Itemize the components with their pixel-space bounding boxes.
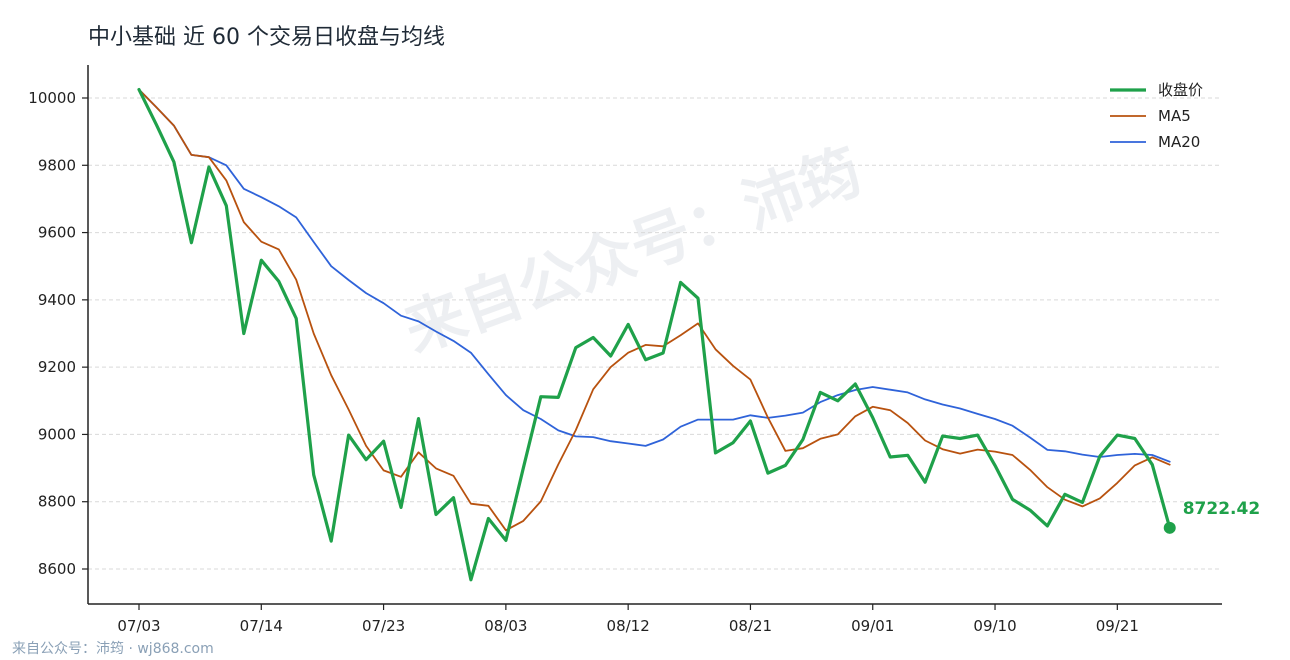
y-tick-label: 9600 [38,224,76,242]
x-tick-label: 09/01 [851,617,894,635]
series-line-ma5 [138,88,1171,532]
series-lines [137,87,1172,582]
y-tick-label: 9800 [38,156,76,174]
legend-label: MA5 [1158,107,1191,125]
y-tick-label: 8600 [38,560,76,578]
last-close-marker [1163,521,1176,534]
series-line-close [137,87,1172,582]
y-tick-label: 10000 [28,89,76,107]
legend-label: MA20 [1158,133,1200,151]
x-tick-label: 07/23 [362,617,405,635]
y-tick-label: 9200 [38,358,76,376]
x-axis-ticks: 07/03 07/14 07/23 08/03 08/12 08/21 09/01 09/10… [117,604,1139,635]
chart-title: 中小基础 近 60 个交易日收盘与均线 [88,25,445,50]
x-tick-label: 07/03 [117,617,160,635]
y-tick-label: 9400 [38,291,76,309]
x-tick-label: 08/03 [484,617,527,635]
series-line-ma20 [138,88,1171,463]
y-tick-label: 8800 [38,493,76,511]
x-tick-label: 09/21 [1096,617,1139,635]
legend-label: 收盘价 [1158,81,1203,99]
x-tick-label: 08/21 [729,617,772,635]
y-tick-label: 9000 [38,425,76,443]
y-axis-ticks: 8600 8800 9000 9200 9400 9600 9800 10000 [28,89,88,578]
grid-lines [88,97,1222,570]
x-tick-label: 08/12 [607,617,650,635]
x-tick-label: 09/10 [973,617,1016,635]
x-tick-label: 07/14 [240,617,283,635]
legend: 收盘价 MA5 MA20 [1110,81,1203,151]
last-close-label: 8722.42 [1183,499,1260,519]
footer-source: 来自公众号：沛筠 · wj868.com [12,640,214,657]
